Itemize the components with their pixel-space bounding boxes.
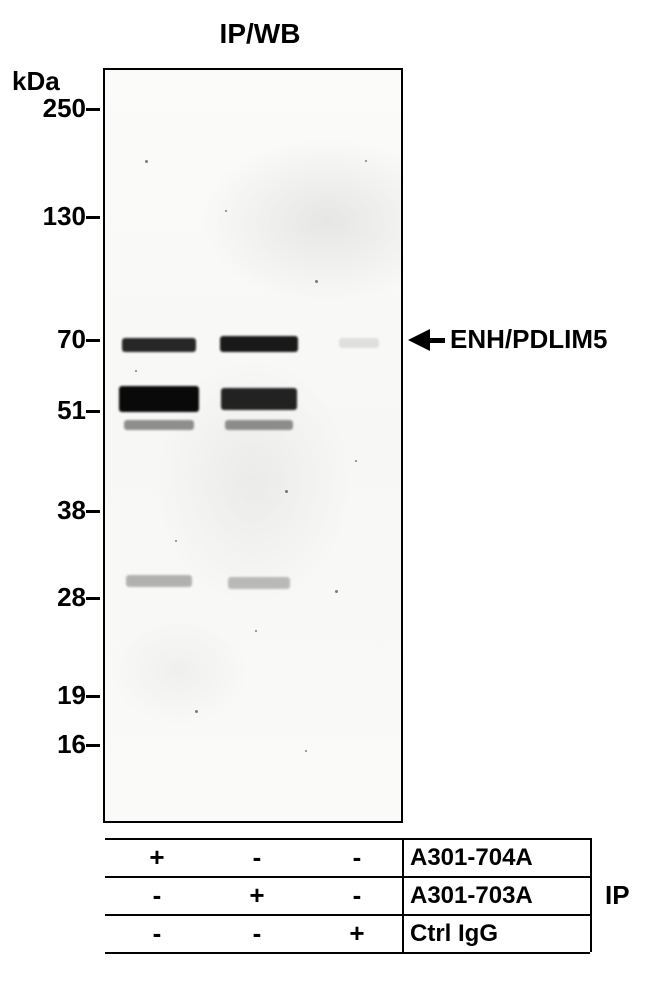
ip-table-cell: -: [137, 880, 177, 911]
blot-speck: [285, 490, 288, 493]
blot-band: [220, 336, 298, 352]
ip-table-cell: +: [237, 880, 277, 911]
mw-label: 38: [26, 495, 86, 526]
ip-table-hline: [105, 838, 590, 840]
blot-speck: [315, 280, 318, 283]
ip-bracket-label: IP: [605, 880, 630, 911]
mw-tick: [86, 695, 100, 698]
ip-row-label: A301-704A: [410, 844, 533, 872]
blot-speck: [365, 160, 367, 162]
blot-band: [221, 388, 297, 410]
ip-table-hline: [105, 952, 590, 954]
mw-label: 19: [26, 680, 86, 711]
ip-table-vline: [590, 838, 592, 952]
band-label: ENH/PDLIM5: [450, 324, 607, 355]
ip-table-hline: [105, 914, 590, 916]
mw-tick: [86, 108, 100, 111]
blot-speck: [305, 750, 307, 752]
arrow-shaft: [428, 338, 445, 343]
blot-background: [105, 70, 401, 821]
mw-tick: [86, 597, 100, 600]
ip-table-vline: [402, 838, 404, 952]
ip-table-cell: -: [337, 842, 377, 873]
ip-table-cell: -: [137, 918, 177, 949]
blot-band: [339, 338, 379, 348]
ip-table-cell: +: [137, 842, 177, 873]
blot-speck: [255, 630, 257, 632]
mw-tick: [86, 339, 100, 342]
mw-label: 51: [26, 395, 86, 426]
ip-table-cell: +: [337, 918, 377, 949]
mw-label: 250: [26, 93, 86, 124]
blot-band: [124, 420, 194, 430]
mw-label: 130: [26, 201, 86, 232]
ip-row-label: Ctrl IgG: [410, 920, 498, 948]
mw-tick: [86, 216, 100, 219]
blot-speck: [355, 460, 357, 462]
blot-speck: [175, 540, 177, 542]
blot-speck: [195, 710, 198, 713]
ip-table-cell: -: [237, 918, 277, 949]
mw-tick: [86, 744, 100, 747]
ip-table-cell: -: [337, 880, 377, 911]
blot-image: [103, 68, 403, 823]
blot-band: [228, 577, 290, 589]
mw-label: 70: [26, 324, 86, 355]
blot-band: [122, 338, 196, 352]
ip-table: + - - A301-704A - + - A301-703A - - + Ctrl IgG IP: [0, 838, 650, 960]
mw-tick: [86, 510, 100, 513]
blot-speck: [335, 590, 338, 593]
blot-band: [225, 420, 293, 430]
blot-band: [119, 386, 199, 412]
ip-table-hline: [105, 876, 590, 878]
ip-table-cell: -: [237, 842, 277, 873]
blot-speck: [225, 210, 227, 212]
ip-row-label: A301-703A: [410, 882, 533, 910]
blot-speck: [145, 160, 148, 163]
blot-band: [126, 575, 192, 587]
mw-label: 28: [26, 582, 86, 613]
mw-tick: [86, 410, 100, 413]
arrow-head-icon: [408, 329, 430, 351]
blot-speck: [135, 370, 137, 372]
mw-label: 16: [26, 729, 86, 760]
figure-title: IP/WB: [160, 18, 360, 50]
